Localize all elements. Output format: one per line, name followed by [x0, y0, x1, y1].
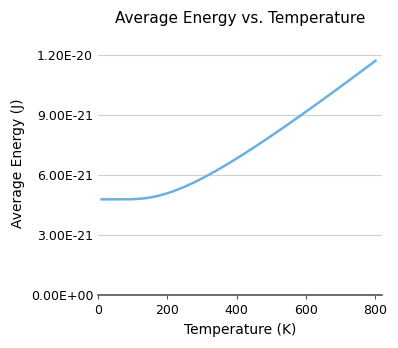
X-axis label: Temperature (K): Temperature (K)	[184, 323, 297, 337]
Y-axis label: Average Energy (J): Average Energy (J)	[11, 98, 25, 228]
Title: Average Energy vs. Temperature: Average Energy vs. Temperature	[115, 11, 365, 26]
